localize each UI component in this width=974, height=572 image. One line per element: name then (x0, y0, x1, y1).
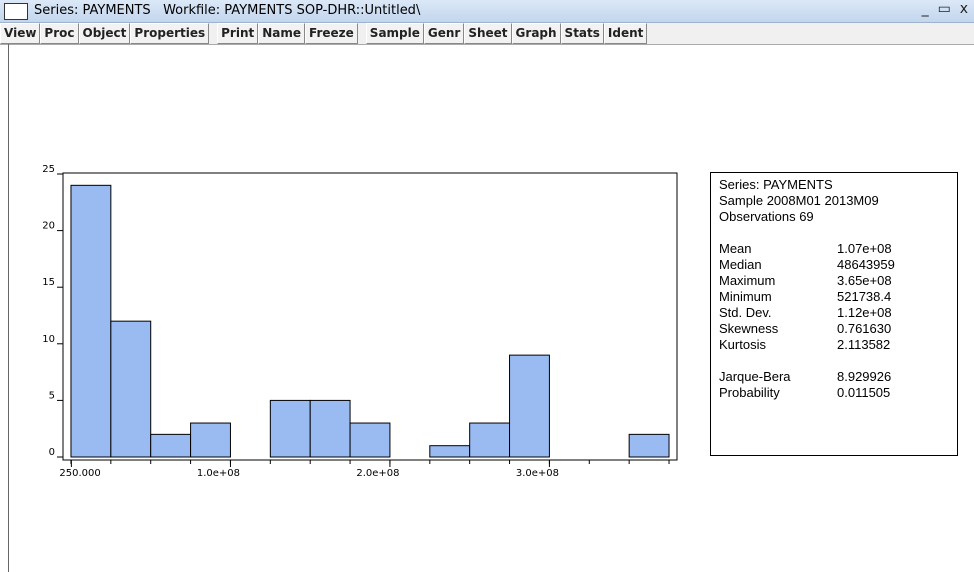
window-title: Series: PAYMENTS Workfile: PAYMENTS SOP-… (34, 3, 421, 18)
stats-header: Observations 69 (719, 209, 814, 224)
stats-row: Mean 1.07e+08 (719, 241, 949, 257)
toolbar-button[interactable]: Graph (511, 23, 561, 44)
toolbar-button[interactable]: Freeze (305, 23, 358, 44)
y-tick-label: 20 (42, 221, 55, 232)
plot-area (62, 172, 678, 461)
toolbar-button[interactable]: Stats (560, 23, 604, 44)
toolbar-button[interactable]: Name (258, 23, 306, 44)
spacer (719, 353, 949, 369)
toolbar: View Proc Object Properties Print Name Freeze S… (0, 23, 974, 45)
stat-value: 2.113582 (837, 337, 891, 352)
bar (469, 422, 511, 458)
x-tick-label: 3.0e+08 (516, 468, 559, 479)
x-tick-label: 2.0e+08 (356, 468, 399, 479)
bar (628, 433, 670, 458)
stat-value: 521738.4 (837, 289, 892, 304)
bar (269, 399, 311, 458)
stats-row: Skewness 0.761630 (719, 321, 949, 337)
button-group: View Proc Object Properties (0, 23, 210, 44)
bar (509, 354, 550, 458)
stats-row: Maximum 3.65e+08 (719, 273, 949, 289)
stats-header: Sample 2008M01 2013M09 (719, 193, 879, 208)
stats-panel: Series: PAYMENTS Sample 2008M01 2013M09 Ob… (710, 172, 958, 456)
stat-label: Median (719, 257, 762, 272)
x-tick-label: 1.0e+08 (197, 468, 240, 479)
y-tick-label: 25 (42, 164, 55, 175)
stats-row: Kurtosis 2.113582 (719, 337, 949, 353)
stat-value: 1.12e+08 (837, 305, 892, 320)
stats-header: Series: PAYMENTS (719, 177, 833, 192)
title-bar: Series: PAYMENTS Workfile: PAYMENTS SOP-… (0, 0, 974, 23)
toolbar-button[interactable]: View (0, 23, 41, 44)
bar (190, 422, 231, 458)
stat-label: Std. Dev. (719, 305, 772, 320)
bar (349, 422, 391, 458)
stat-value: 48643959 (837, 257, 895, 272)
stats-row: Median 48643959 (719, 257, 949, 273)
stats-row: Jarque-Bera 8.929926 (719, 369, 949, 385)
bar (309, 399, 351, 458)
toolbar-button[interactable]: Print (217, 23, 259, 44)
stats-row: Std. Dev. 1.12e+08 (719, 305, 949, 321)
toolbar-button[interactable]: Sample (365, 23, 424, 44)
y-tick-label: 5 (49, 390, 55, 401)
bar (110, 320, 152, 458)
toolbar-button[interactable]: Sheet (464, 23, 512, 44)
window-icon (4, 3, 28, 20)
stats-row: Minimum 521738.4 (719, 289, 949, 305)
stat-label: Mean (719, 241, 752, 256)
spacer (719, 225, 949, 241)
stat-label: Probability (719, 385, 780, 400)
toolbar-button[interactable]: Genr (423, 23, 465, 44)
x-tick-label: 250.000 (59, 468, 100, 479)
stat-label: Jarque-Bera (719, 369, 791, 384)
stats-row: Probability 0.011505 (719, 385, 949, 401)
stat-label: Kurtosis (719, 337, 766, 352)
stat-label: Maximum (719, 273, 776, 288)
toolbar-button[interactable]: Properties (130, 23, 210, 44)
stat-value: 8.929926 (837, 369, 892, 384)
toolbar-button[interactable]: Ident (603, 23, 648, 44)
y-tick-label: 15 (42, 277, 55, 288)
button-group: Print Name Freeze (217, 23, 358, 44)
bar (429, 445, 471, 458)
stat-label: Minimum (719, 289, 772, 304)
stat-value: 0.761630 (837, 321, 892, 336)
y-tick-label: 0 (49, 447, 55, 458)
toolbar-button[interactable]: Object (78, 23, 131, 44)
window-controls[interactable]: _ ▭ x (921, 1, 968, 17)
stat-value: 1.07e+08 (837, 241, 892, 256)
bar (150, 433, 192, 458)
bar (70, 184, 112, 458)
y-tick-label: 10 (42, 334, 55, 345)
stat-value: 0.011505 (837, 385, 891, 400)
button-group: Sample Genr Sheet Graph Stats Ident (365, 23, 648, 44)
frame-border (8, 44, 9, 572)
toolbar-button[interactable]: Proc (40, 23, 79, 44)
stat-value: 3.65e+08 (837, 273, 892, 288)
stat-label: Skewness (719, 321, 779, 336)
